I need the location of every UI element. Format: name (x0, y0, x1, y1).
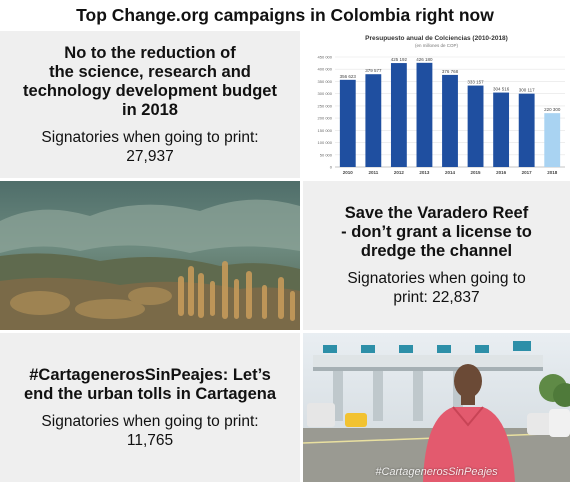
headline-line: Save the Varadero Reef (344, 204, 529, 222)
bar (544, 113, 561, 167)
bar (442, 74, 458, 167)
campaign-cartagena-tolls: #CartagenerosSinPeajes: Let’s end the ur… (0, 333, 300, 482)
headline-line: No to the reduction of (64, 43, 236, 62)
y-tick-label: 100 000 (318, 140, 333, 145)
reef-photo (0, 181, 300, 330)
campaign-varadero-reef: Save the Varadero Reef - don’t grant a l… (303, 181, 570, 330)
x-tick-label: 2014 (445, 170, 456, 175)
y-tick-label: 300 000 (318, 91, 333, 96)
bar-value-label: 425 192 (391, 57, 408, 62)
headline-line: in 2018 (122, 100, 178, 119)
bar (518, 93, 535, 167)
signatories-label: Signatories when going to print: (41, 412, 259, 430)
headline-line: #CartagenerosSinPeajes: Let’s (29, 365, 271, 384)
bar-value-label: 220 300 (544, 107, 561, 112)
bar (467, 85, 484, 167)
toll-booth-photo: #CartagenerosSinPeajes (303, 333, 570, 482)
headline-line: technology development budget (23, 81, 277, 100)
bar-value-label: 376 768 (442, 69, 459, 74)
campaign-headline: Save the Varadero Reef - don’t grant a l… (341, 204, 532, 261)
campaign-headline: #CartagenerosSinPeajes: Let’s end the ur… (24, 366, 276, 404)
hashtag-caption: #CartagenerosSinPeajes (375, 466, 498, 478)
budget-chart: Presupuesto anual de Colciencias (2010-2… (303, 31, 570, 180)
headline-line: end the urban tolls in Cartagena (23, 384, 277, 403)
page-title: Top Change.org campaigns in Colombia rig… (76, 5, 494, 25)
bar (493, 92, 510, 167)
x-tick-label: 2018 (547, 170, 558, 175)
bar-value-label: 304 516 (493, 87, 510, 92)
signatories-count: 27,937 (126, 147, 174, 165)
bar (416, 62, 433, 168)
bar-chart: 0 50 000 100 000 150 000 200 000 250 000 300 0… (318, 55, 565, 175)
signatories-label: Signatories when going to print: (41, 128, 259, 146)
y-tick-label: 150 000 (318, 128, 333, 133)
y-tick-label: 200 000 (318, 116, 333, 121)
bar (365, 74, 382, 167)
headline-line: the science, research and (49, 62, 251, 81)
bar-value-label: 333 157 (467, 80, 484, 85)
y-tick-label: 450 000 (318, 55, 333, 60)
headline-line: - don’t grant a license to (341, 223, 532, 241)
chart-title: Presupuesto anual de Colciencias (2010-2… (365, 35, 508, 42)
campaign-science-budget: No to the reduction of the science, rese… (0, 31, 300, 178)
x-tick-label: 2015 (471, 170, 482, 175)
bar (390, 63, 407, 167)
bar-value-label: 300 117 (519, 88, 535, 93)
x-tick-label: 2013 (419, 170, 430, 175)
campaign-headline: No to the reduction of the science, rese… (23, 44, 277, 120)
reef-image (0, 181, 300, 330)
bar (339, 79, 356, 167)
x-tick-label: 2016 (496, 170, 507, 175)
headline-line: dredge the channel (360, 242, 513, 260)
chart-subtitle: (en millones de COP) (414, 43, 459, 48)
signatories-count: 11,765 (126, 431, 174, 449)
y-tick-label: 50 000 (320, 152, 333, 157)
x-tick-label: 2010 (343, 170, 354, 175)
x-tick-label: 2012 (394, 170, 405, 175)
y-tick-label: 0 (330, 165, 333, 170)
y-tick-label: 400 000 (318, 67, 333, 72)
y-tick-label: 350 000 (318, 79, 333, 84)
toll-booth-image (303, 333, 570, 482)
bar-value-label: 379 577 (365, 68, 382, 73)
signatories-count: print: 22,837 (393, 289, 480, 306)
y-tick-label: 250 000 (318, 103, 333, 108)
x-tick-label: 2017 (522, 170, 533, 175)
signatories-label: Signatories when going to (347, 270, 526, 287)
bar-value-label: 356 623 (340, 74, 357, 79)
x-tick-label: 2011 (368, 170, 378, 175)
bar-value-label: 426 180 (416, 57, 433, 62)
